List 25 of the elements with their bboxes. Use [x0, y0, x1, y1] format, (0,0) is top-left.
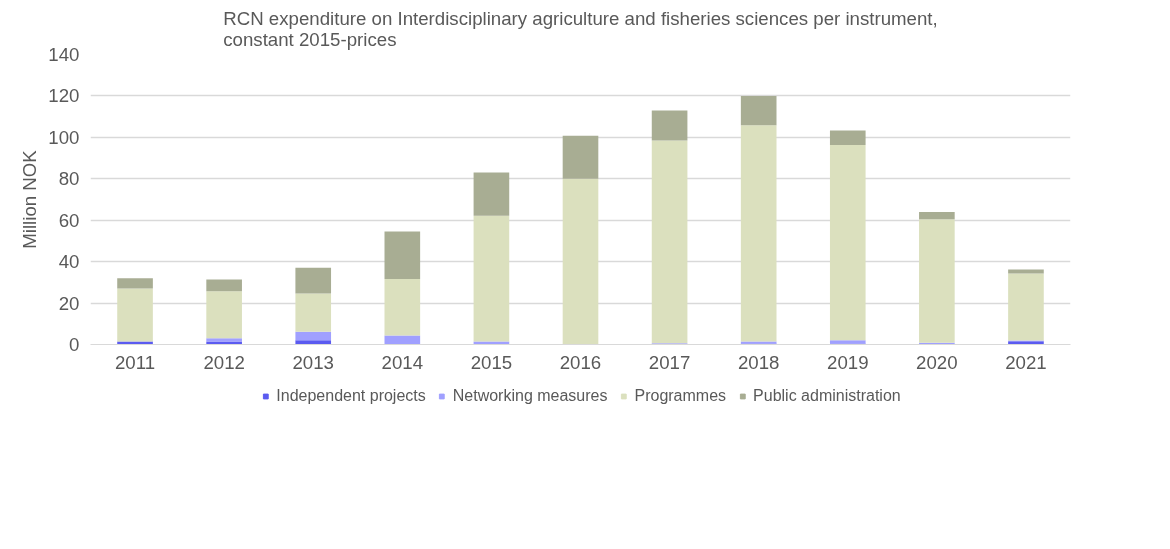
- y-tick-label: 0: [69, 334, 80, 355]
- x-tick-label: 2020: [916, 351, 958, 373]
- x-tick-label: 2016: [559, 351, 602, 373]
- chart-title: RCN expenditure on Interdisciplinary agriculture and fisheries sciences per instrument, constant 2015-prices: [223, 7, 938, 50]
- legend-label: Independent projects: [276, 387, 426, 405]
- y-tick-label: 80: [58, 168, 80, 190]
- y-axis-title: Million NOK: [19, 149, 41, 249]
- x-tick-label: 2021: [1005, 351, 1047, 373]
- x-tick-label: 2011: [114, 351, 156, 373]
- y-tick-label: 60: [58, 209, 80, 231]
- legend-label: Networking measures: [452, 387, 608, 405]
- x-tick-label: 2017: [648, 351, 691, 373]
- x-tick-label: 2012: [203, 351, 245, 373]
- y-tick-label: 120: [48, 85, 80, 107]
- x-tick-label: 2015: [470, 351, 513, 373]
- x-tick-label: 2019: [827, 351, 869, 373]
- y-tick-label: 40: [58, 251, 80, 273]
- legend-label: Programmes: [634, 387, 727, 405]
- x-tick-label: 2013: [292, 351, 334, 373]
- y-tick-label: 100: [48, 126, 80, 148]
- x-tick-label: 2018: [737, 351, 780, 373]
- x-tick-label: 2014: [381, 351, 424, 373]
- y-tick-label: 20: [58, 292, 80, 314]
- y-tick-label: 140: [48, 44, 80, 65]
- legend-label: Public administration: [753, 387, 901, 405]
